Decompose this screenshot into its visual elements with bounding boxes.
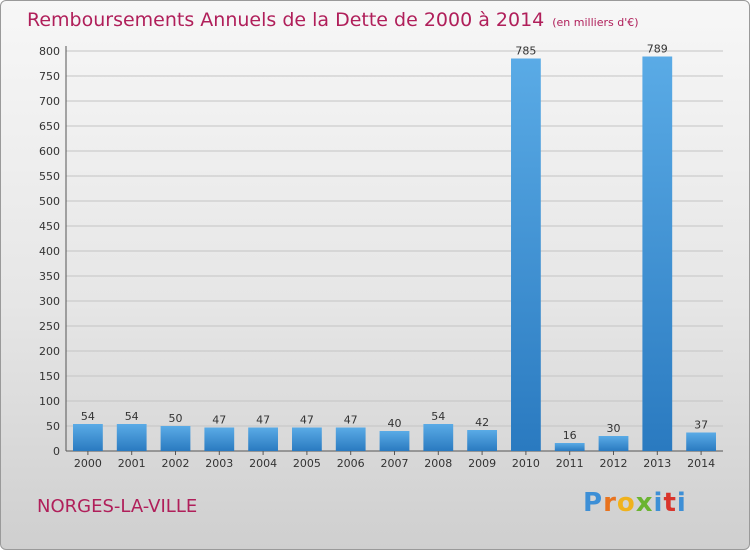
chart-unit: (en milliers d'€) bbox=[552, 16, 639, 29]
x-tick-label: 2009 bbox=[468, 457, 496, 470]
proxiti-logo: Proxiti bbox=[583, 488, 687, 518]
bar bbox=[598, 436, 629, 451]
x-tick-label: 2004 bbox=[249, 457, 277, 470]
bar bbox=[160, 426, 191, 451]
y-tick-label: 450 bbox=[39, 220, 60, 233]
bar bbox=[116, 424, 147, 451]
town-name: NORGES-LA-VILLE bbox=[37, 496, 198, 517]
data-label: 42 bbox=[475, 416, 489, 429]
y-tick-label: 50 bbox=[46, 420, 60, 433]
bar bbox=[73, 424, 103, 451]
logo-letter: i bbox=[676, 488, 687, 518]
bar bbox=[379, 431, 410, 451]
data-label: 47 bbox=[212, 414, 226, 427]
x-tick-label: 2000 bbox=[74, 457, 102, 470]
x-tick-label: 2006 bbox=[337, 457, 365, 470]
data-label: 789 bbox=[647, 43, 668, 56]
data-label: 50 bbox=[169, 412, 183, 425]
data-label: 785 bbox=[515, 45, 536, 58]
data-label: 54 bbox=[125, 410, 139, 423]
data-label: 47 bbox=[300, 414, 314, 427]
bar bbox=[554, 443, 585, 451]
y-tick-label: 500 bbox=[39, 195, 60, 208]
data-label: 30 bbox=[607, 422, 621, 435]
y-tick-label: 350 bbox=[39, 270, 60, 283]
labels: 0501001502002503003504004505005506006507… bbox=[39, 43, 715, 471]
y-tick-label: 650 bbox=[39, 120, 60, 133]
bar bbox=[335, 427, 366, 451]
y-tick-label: 200 bbox=[39, 345, 60, 358]
gridlines bbox=[66, 50, 723, 452]
x-tick-label: 2005 bbox=[293, 457, 321, 470]
y-tick-label: 400 bbox=[39, 245, 60, 258]
bar bbox=[292, 427, 322, 451]
bar bbox=[686, 432, 716, 451]
logo-letter: o bbox=[616, 488, 636, 518]
y-tick-label: 0 bbox=[53, 445, 60, 458]
x-tick-label: 2007 bbox=[381, 457, 409, 470]
chart-title-text: Remboursements Annuels de la Dette de 20… bbox=[27, 9, 545, 31]
y-tick-label: 800 bbox=[39, 45, 60, 58]
bar bbox=[423, 424, 454, 451]
data-label: 47 bbox=[344, 414, 358, 427]
data-label: 47 bbox=[256, 414, 270, 427]
bar bbox=[204, 427, 235, 451]
y-tick-label: 550 bbox=[39, 170, 60, 183]
bar bbox=[642, 56, 673, 451]
bar bbox=[467, 430, 497, 451]
data-label: 54 bbox=[81, 410, 95, 423]
x-tick-label: 2013 bbox=[643, 457, 671, 470]
x-tick-label: 2012 bbox=[600, 457, 628, 470]
bars bbox=[73, 56, 716, 451]
x-tick-label: 2001 bbox=[118, 457, 146, 470]
x-tick-label: 2003 bbox=[205, 457, 233, 470]
bar bbox=[511, 58, 541, 451]
y-tick-label: 700 bbox=[39, 95, 60, 108]
x-tick-label: 2014 bbox=[687, 457, 715, 470]
x-tick-label: 2010 bbox=[512, 457, 540, 470]
data-label: 37 bbox=[694, 419, 708, 432]
y-tick-label: 100 bbox=[39, 395, 60, 408]
y-tick-label: 600 bbox=[39, 145, 60, 158]
data-label: 54 bbox=[431, 410, 445, 423]
y-tick-label: 750 bbox=[39, 70, 60, 83]
chart-title: Remboursements Annuels de la Dette de 20… bbox=[27, 9, 639, 31]
data-label: 40 bbox=[388, 417, 402, 430]
y-tick-label: 150 bbox=[39, 370, 60, 383]
logo-letter: P bbox=[583, 488, 604, 518]
x-tick-label: 2002 bbox=[162, 457, 190, 470]
x-tick-label: 2011 bbox=[556, 457, 584, 470]
y-tick-label: 300 bbox=[39, 295, 60, 308]
logo-letter: r bbox=[603, 488, 617, 518]
logo-letter: t bbox=[663, 488, 677, 518]
y-tick-label: 250 bbox=[39, 320, 60, 333]
bar bbox=[248, 427, 278, 451]
logo-letter: i bbox=[653, 488, 664, 518]
logo-letter: x bbox=[635, 488, 654, 518]
data-label: 16 bbox=[563, 429, 577, 442]
x-tick-label: 2008 bbox=[424, 457, 452, 470]
